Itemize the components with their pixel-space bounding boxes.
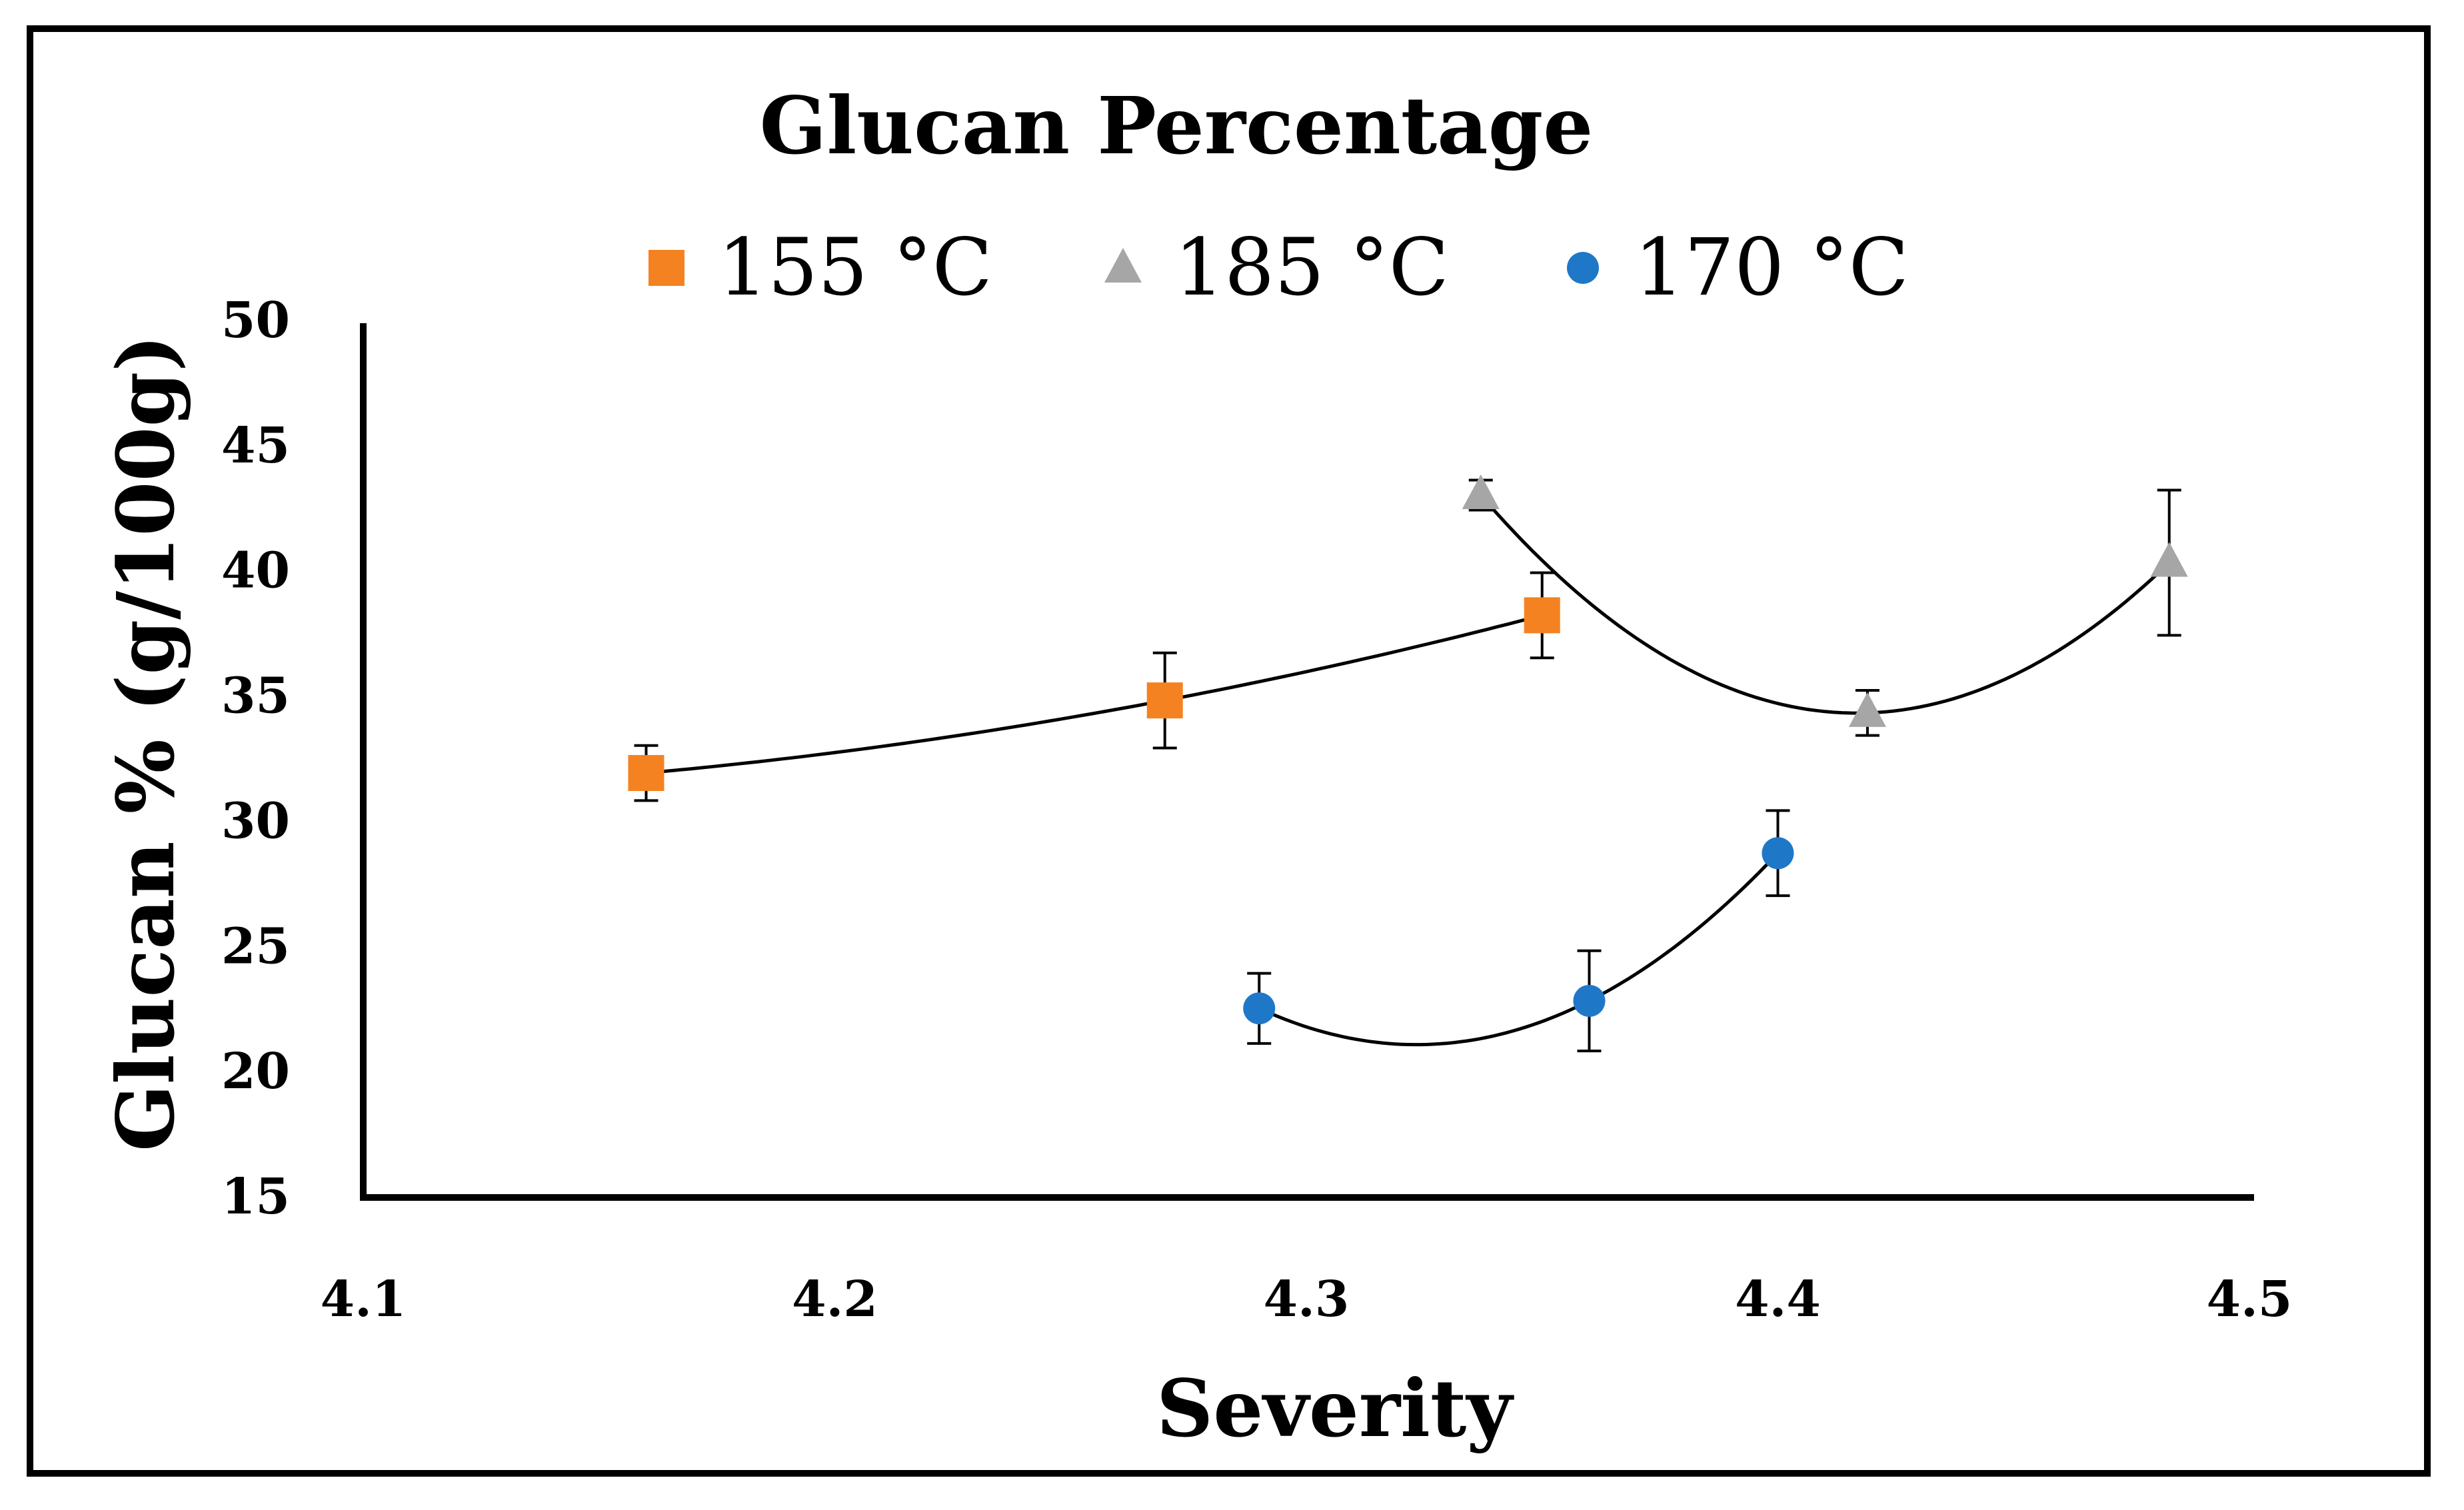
y-tick-label: 25 (221, 918, 290, 975)
data-point-square (628, 755, 664, 792)
legend-item: 170 °C (1567, 221, 1909, 313)
data-point-circle (1243, 992, 1276, 1025)
legend-label: 185 °C (1174, 221, 1449, 313)
legend-marker-circle (1567, 252, 1599, 284)
y-tick-label: 30 (221, 792, 290, 850)
x-tick-label: 4.5 (2207, 1271, 2293, 1328)
legend-item: 155 °C (648, 221, 992, 313)
chart-title: Glucan Percentage (760, 79, 1594, 172)
y-tick-label: 45 (221, 417, 290, 474)
x-tick-label: 4.3 (1264, 1271, 1350, 1328)
data-point-circle (1762, 837, 1794, 870)
y-tick-label: 20 (221, 1043, 290, 1100)
trendline-circle (1258, 852, 1780, 1047)
data-markers (628, 474, 2188, 1025)
data-point-circle (1573, 984, 1606, 1017)
data-point-square (1524, 597, 1560, 634)
y-tick-label: 15 (221, 1168, 290, 1225)
y-tick-label: 35 (221, 668, 290, 725)
legend: 155 °C 185 °C 170 °C (648, 221, 1909, 313)
y-tick-label: 50 (221, 292, 290, 349)
data-point-triangle (2150, 542, 2188, 577)
legend-label: 170 °C (1634, 221, 1909, 313)
trendline-square (646, 613, 1543, 775)
data-point-triangle (1462, 474, 1500, 509)
chart-frame (27, 25, 2431, 1477)
x-axis-title: Severity (1156, 1362, 1514, 1455)
legend-marker-square (648, 250, 684, 286)
error-bars (634, 478, 2181, 1053)
y-tick-label: 40 (221, 542, 290, 600)
y-tick-labels: 15 20 25 30 35 40 45 50 (221, 292, 290, 1225)
data-point-triangle (1848, 692, 1886, 727)
y-axis-title: Glucan % (g/100g) (99, 335, 192, 1151)
legend-item: 185 °C (1104, 221, 1449, 313)
x-tick-label: 4.1 (321, 1271, 407, 1328)
legend-marker-triangle (1104, 248, 1142, 283)
axes (360, 323, 2254, 1201)
data-point-square (1146, 682, 1183, 719)
legend-label: 155 °C (718, 221, 992, 313)
x-tick-labels: 4.1 4.2 4.3 4.4 4.5 (321, 1271, 2293, 1328)
x-tick-label: 4.4 (1735, 1271, 1821, 1328)
trendlines (646, 494, 2171, 1047)
trendline-triangle (1479, 494, 2171, 715)
x-tick-label: 4.2 (792, 1271, 878, 1328)
